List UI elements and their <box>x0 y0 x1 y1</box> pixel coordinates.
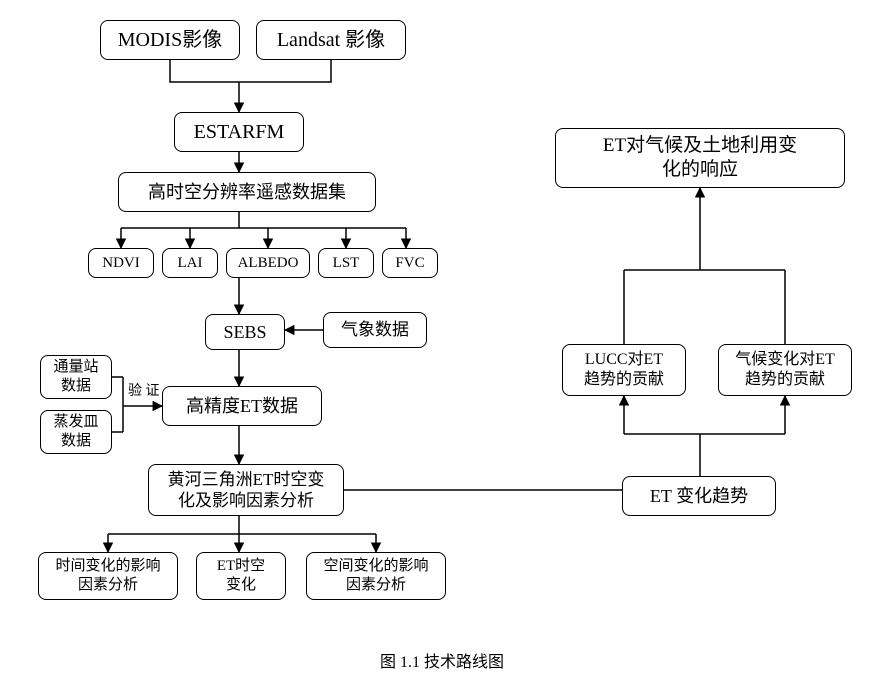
node-temporal: 时间变化的影响 因素分析 <box>38 552 178 600</box>
edge-1 <box>239 60 331 82</box>
node-lst: LST <box>318 248 374 278</box>
node-station: 通量站 数据 <box>40 355 112 399</box>
node-lucc: LUCC对ET 趋势的贡献 <box>562 344 686 396</box>
node-fvc: FVC <box>382 248 438 278</box>
node-highET: 高精度ET数据 <box>162 386 322 426</box>
node-ndvi: NDVI <box>88 248 154 278</box>
node-sebs: SEBS <box>205 314 285 350</box>
node-pan: 蒸发皿 数据 <box>40 410 112 454</box>
node-modis: MODIS影像 <box>100 20 240 60</box>
node-etst: ET时空 变化 <box>196 552 286 600</box>
node-climate: 气候变化对ET 趋势的贡献 <box>718 344 852 396</box>
node-yellow: 黄河三角洲ET时空变 化及影响因素分析 <box>148 464 344 516</box>
edge-24 <box>344 490 634 496</box>
label-validate: 验 证 <box>128 384 160 399</box>
node-spatial: 空间变化的影响 因素分析 <box>306 552 446 600</box>
node-lai: LAI <box>162 248 218 278</box>
flowchart-canvas: MODIS影像 Landsat 影像 ESTARFM 高时空分辨率遥感数据集 NDVI L… <box>0 0 885 693</box>
figure-caption: 图 1.1 技术路线图 <box>380 648 504 672</box>
node-response: ET对气候及土地利用变 化的响应 <box>555 128 845 188</box>
node-estarfm: ESTARFM <box>174 112 304 152</box>
node-ettrend: ET 变化趋势 <box>622 476 776 516</box>
node-meteo: 气象数据 <box>323 312 427 348</box>
node-albedo: ALBEDO <box>226 248 310 278</box>
node-dataset: 高时空分辨率遥感数据集 <box>118 172 376 212</box>
edge-0 <box>170 60 239 82</box>
node-landsat: Landsat 影像 <box>256 20 406 60</box>
